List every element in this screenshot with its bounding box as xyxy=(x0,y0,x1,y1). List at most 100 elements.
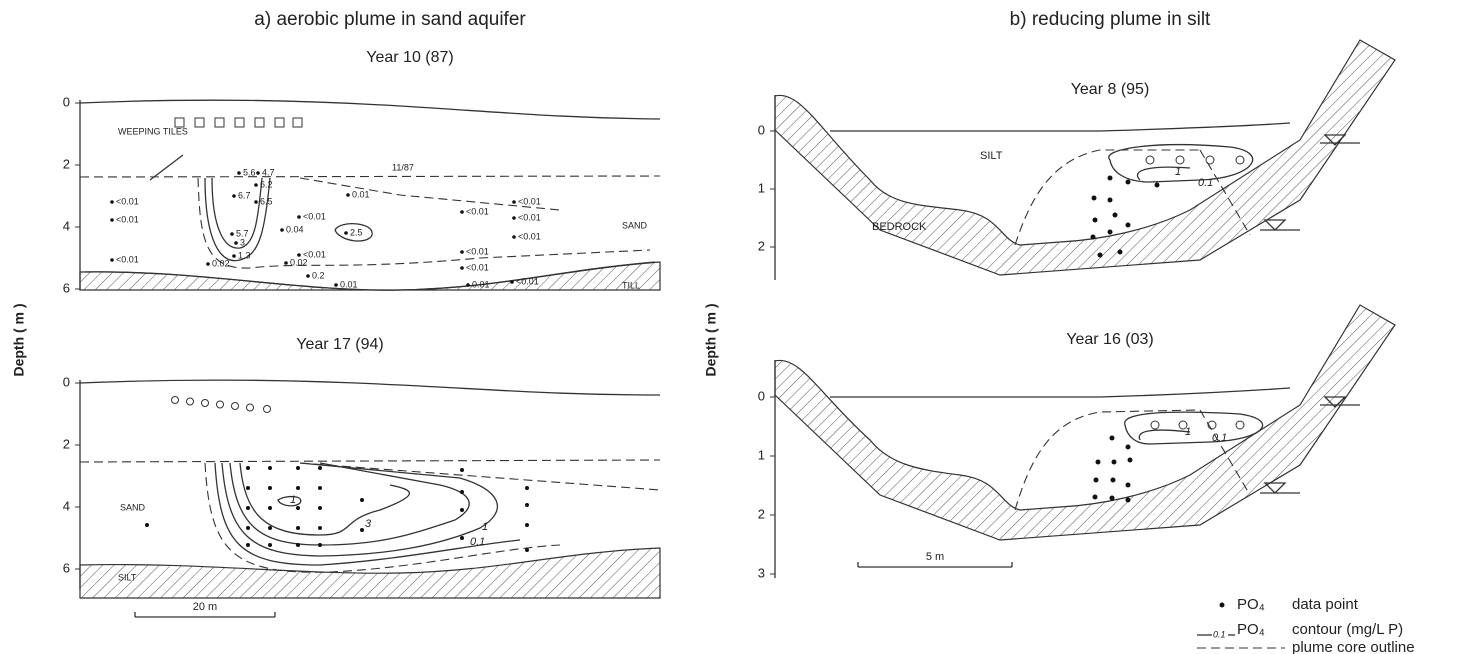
data-point xyxy=(280,228,284,232)
axis-label: Depth ( m ) xyxy=(11,303,27,376)
tile-marker xyxy=(171,396,179,404)
section-a-bottom xyxy=(79,379,661,618)
tick-label: 0 xyxy=(63,374,70,389)
data-point xyxy=(110,258,114,262)
tick-label: 2 xyxy=(758,506,765,521)
data-point xyxy=(297,253,301,257)
data-point xyxy=(1125,482,1131,488)
data-point xyxy=(318,506,322,510)
data-point xyxy=(1125,444,1131,450)
data-point xyxy=(360,498,364,502)
data-point xyxy=(284,261,288,265)
point-label: 5.7 xyxy=(236,228,249,238)
data-point xyxy=(246,486,250,490)
data-point xyxy=(256,171,260,175)
point-label: <0.01 xyxy=(518,196,541,206)
weeping-tile xyxy=(234,117,245,128)
data-point xyxy=(232,194,236,198)
tick-label: 6 xyxy=(63,280,70,295)
tile-marker xyxy=(263,405,271,413)
tile-marker xyxy=(246,403,254,412)
data-point xyxy=(268,506,272,510)
open-point xyxy=(1205,155,1215,165)
point-label: <0.01 xyxy=(116,254,139,264)
data-point xyxy=(110,218,114,222)
data-point xyxy=(512,200,516,204)
open-point xyxy=(1175,155,1185,165)
data-point xyxy=(460,468,464,472)
data-point xyxy=(1125,497,1131,503)
point-label: 6.7 xyxy=(238,190,251,200)
data-point xyxy=(268,543,272,547)
tick-label: 0 xyxy=(63,94,70,109)
weeping-tile xyxy=(214,117,225,128)
tick-label: 2 xyxy=(758,238,765,253)
contour-label: 0.1 xyxy=(1198,177,1213,189)
open-point xyxy=(1235,420,1245,430)
open-point xyxy=(1178,420,1188,430)
label: SILT xyxy=(118,572,137,582)
label: 11/87 xyxy=(392,162,414,172)
data-point xyxy=(318,486,322,490)
label: SILT xyxy=(980,150,1003,162)
data-point xyxy=(296,466,300,470)
data-point xyxy=(296,543,300,547)
tile-marker xyxy=(216,400,224,409)
point-label: <0.01 xyxy=(466,262,489,272)
tick-label: 0 xyxy=(758,122,765,137)
open-point xyxy=(1207,420,1217,430)
data-point xyxy=(525,548,529,552)
data-point xyxy=(246,466,250,470)
contour-label: 1 xyxy=(1185,426,1191,438)
axis-label: Depth ( m ) xyxy=(703,303,719,376)
legend-contour-value: 0.1 xyxy=(1213,629,1226,639)
weeping-tile xyxy=(194,117,205,128)
label: TILL xyxy=(622,280,640,290)
point-label: <0.01 xyxy=(516,276,539,286)
data-point xyxy=(1107,197,1113,203)
legend-label: contour (mg/L P) xyxy=(1292,621,1403,638)
data-point xyxy=(1107,229,1113,235)
data-point xyxy=(232,254,236,258)
data-point xyxy=(268,466,272,470)
data-point xyxy=(1095,459,1101,465)
point-label: 0.2 xyxy=(312,270,325,280)
data-point xyxy=(296,506,300,510)
scale-label: 20 m xyxy=(193,601,217,613)
weeping-tile xyxy=(174,117,185,128)
data-point xyxy=(525,503,529,507)
contour-label: 0.1 xyxy=(1212,432,1227,444)
data-point xyxy=(346,193,350,197)
legend-label: data point xyxy=(1292,596,1359,613)
data-point xyxy=(318,526,322,530)
point-label: <0.01 xyxy=(466,246,489,256)
data-point xyxy=(1125,222,1131,228)
open-point xyxy=(1235,155,1245,165)
point-label: 0.02 xyxy=(212,258,230,268)
data-point xyxy=(254,183,258,187)
section-a-top xyxy=(79,99,661,291)
section-title: Year 16 (03) xyxy=(1066,331,1153,348)
data-point xyxy=(460,508,464,512)
label: SAND xyxy=(622,220,648,230)
data-point xyxy=(246,526,250,530)
contour-label: 0.1 xyxy=(470,536,485,548)
data-point xyxy=(1154,182,1160,188)
point-label: <0.01 xyxy=(116,196,139,206)
data-point xyxy=(296,486,300,490)
data-point xyxy=(297,215,301,219)
point-label: 0.04 xyxy=(286,224,304,234)
tick-label: 6 xyxy=(63,560,70,575)
point-label: 3 xyxy=(240,237,245,247)
data-point xyxy=(460,490,464,494)
data-point xyxy=(268,526,272,530)
point-label: 6.2 xyxy=(260,179,273,189)
data-point xyxy=(246,543,250,547)
label: BEDROCK xyxy=(872,221,927,233)
section-b-bottom xyxy=(774,304,1396,578)
data-point xyxy=(344,231,348,235)
legend-label: plume core outline xyxy=(1292,639,1415,654)
contour-label: 1 xyxy=(1175,166,1181,178)
open-point xyxy=(1145,155,1155,165)
